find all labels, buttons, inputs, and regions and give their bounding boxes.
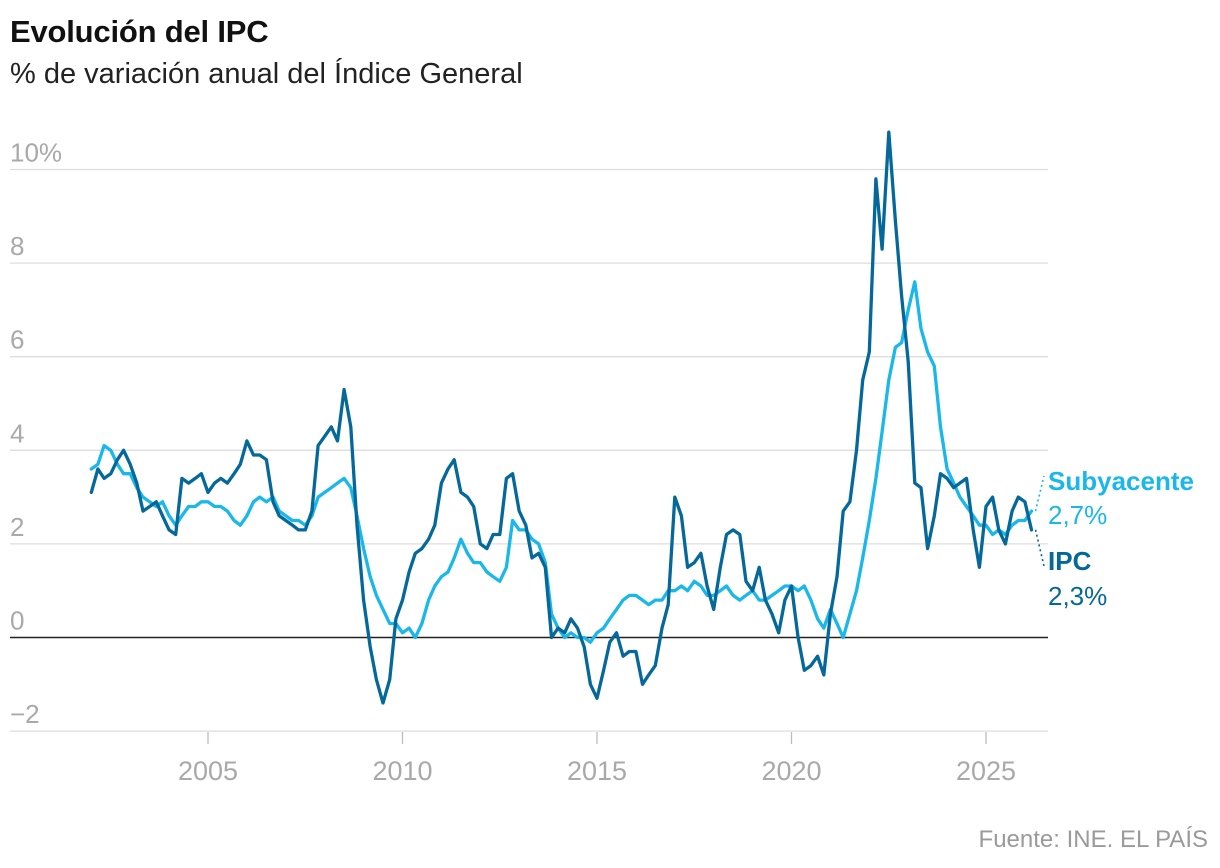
chart-subtitle: % de variación anual del Índice General xyxy=(10,58,523,90)
x-tick-label: 2010 xyxy=(372,756,432,786)
y-tick-label: −2 xyxy=(10,699,40,729)
y-tick-label: 8 xyxy=(10,231,24,261)
series-lines xyxy=(89,130,1034,705)
grid-layer: 10% 8 6 4 2 0 −2 2005 2010 2015 2020 2025 xyxy=(10,138,1048,786)
y-tick-label: 4 xyxy=(10,418,24,448)
x-tick-label: 2020 xyxy=(761,756,821,786)
chart-title: Evolución del IPC xyxy=(10,14,269,49)
y-tick-label: 10% xyxy=(10,138,62,168)
series-line-subyacente xyxy=(89,280,1034,644)
end-label-name-subyacente: Subyacente xyxy=(1048,466,1194,496)
y-tick-label: 6 xyxy=(10,325,24,355)
x-tick-label: 2005 xyxy=(178,756,238,786)
source-note: Fuente: INE. EL PAÍS xyxy=(978,826,1208,853)
y-tick-label: 0 xyxy=(10,606,24,636)
series-line-ipc xyxy=(89,130,1034,705)
end-label-name-ipc: IPC xyxy=(1048,546,1092,576)
x-tick-label: 2025 xyxy=(956,756,1016,786)
x-tick-label: 2015 xyxy=(567,756,627,786)
end-label-connector-ipc xyxy=(1034,529,1045,567)
y-tick-label: 2 xyxy=(10,512,24,542)
end-label-value-ipc: 2,3% xyxy=(1048,581,1107,611)
end-label-connector-subyacente xyxy=(1034,475,1045,512)
end-label-value-subyacente: 2,7% xyxy=(1048,500,1107,530)
end-labels: Subyacente 2,7% IPC 2,3% xyxy=(1034,466,1194,611)
